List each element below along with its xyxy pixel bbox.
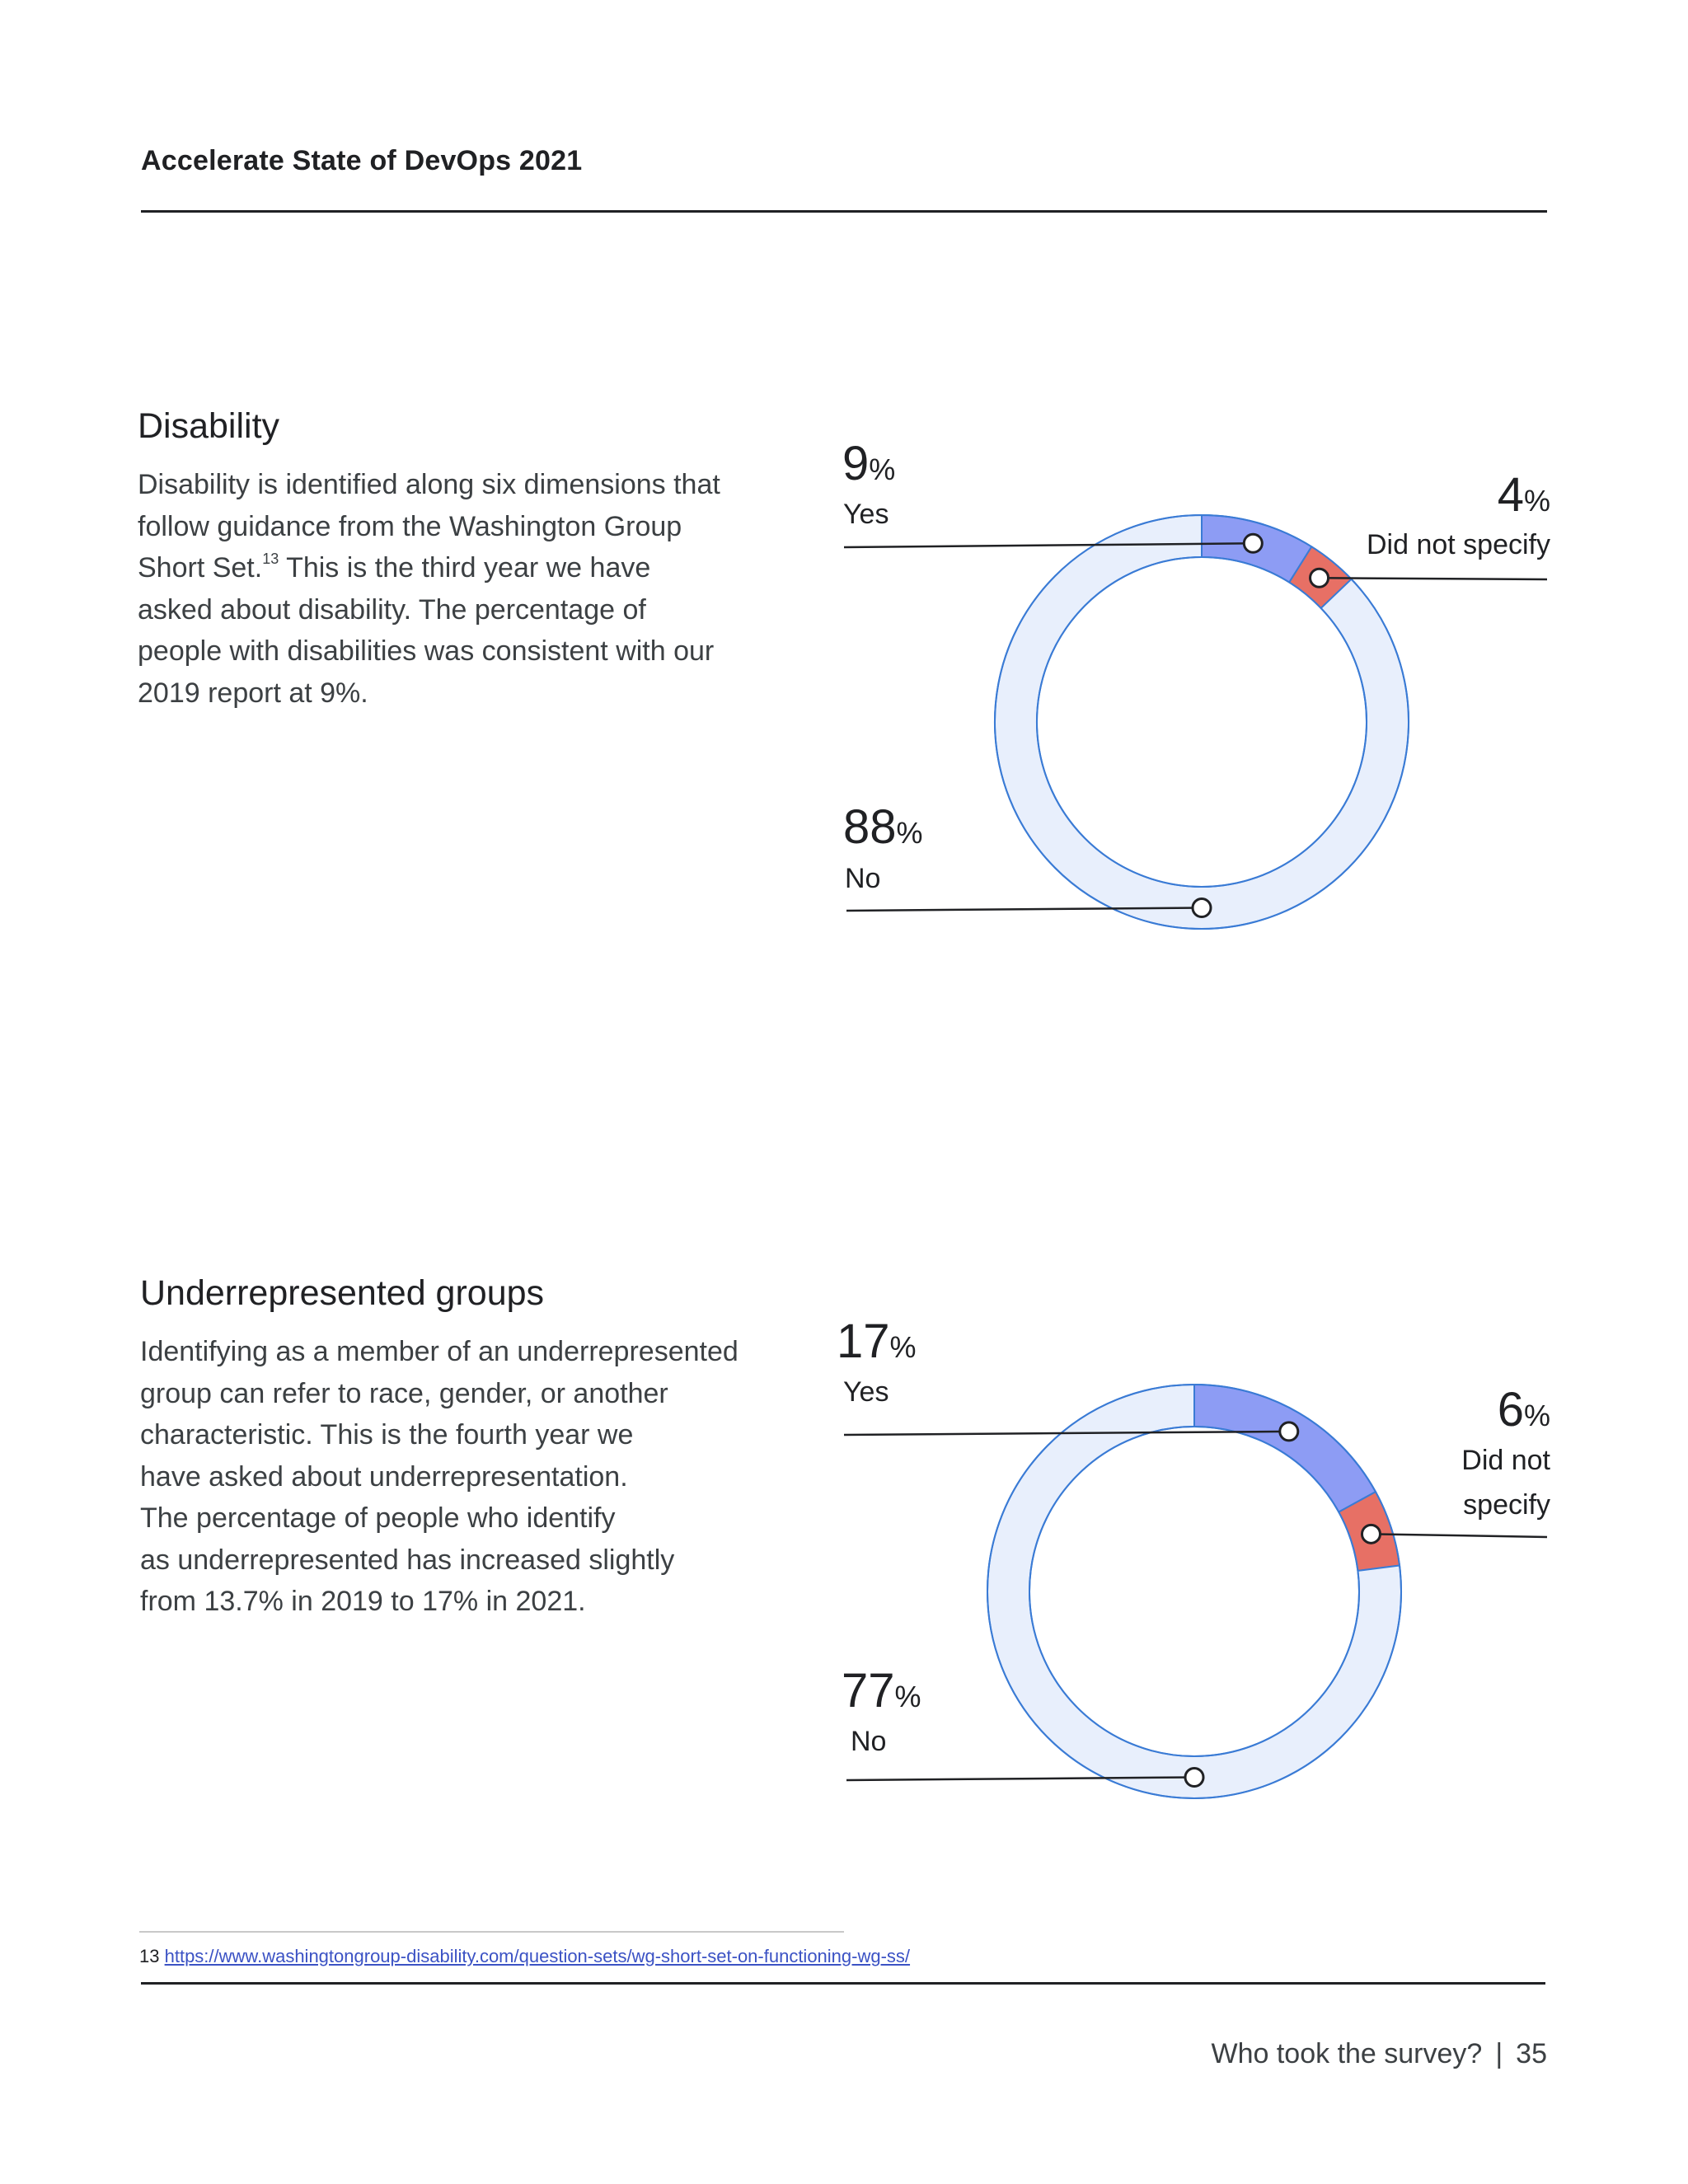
underrep-no-percent: 77% [842, 1667, 921, 1715]
underrep-dns-label-line2: specify [1463, 1489, 1550, 1521]
page-number: 35 [1516, 2038, 1547, 2069]
body-line: Identifying as a member of an underrepre… [140, 1336, 738, 1367]
underrep-dns-label: Did not specify [1461, 1438, 1550, 1527]
footnote: 13 https://www.washingtongroup-disabilit… [139, 1946, 910, 1967]
underrep-marker-0 [1278, 1421, 1300, 1442]
disability-yes-value: 9 [842, 437, 870, 490]
disability-text-1: Disability is identified along six dimen… [138, 469, 720, 583]
underrepresented-description: Identifying as a member of an underrepre… [140, 1331, 767, 1623]
report-title: Accelerate State of DevOps 2021 [141, 145, 583, 176]
percent-sign: % [896, 816, 923, 850]
disability-inner-ring [1036, 556, 1367, 888]
underrep-no-label: No [851, 1726, 887, 1757]
body-line: group can refer to race, gender, or anot… [140, 1377, 668, 1409]
underrep-yes-percent: 17% [837, 1318, 917, 1366]
percent-sign: % [894, 1680, 921, 1713]
underrep-marker-1 [1360, 1523, 1381, 1544]
page-footer: Who took the survey? | 35 [1212, 2038, 1548, 2070]
underrep-inner-ring [1029, 1426, 1360, 1757]
disability-no-value: 88 [843, 800, 897, 854]
body-line: from 13.7% in 2019 to 17% in 2021. [140, 1586, 586, 1617]
footnote-number: 13 [139, 1946, 160, 1966]
underrep-marker-2 [1184, 1767, 1205, 1788]
footer-divider [141, 1982, 1545, 1985]
body-line: as underrepresented has increased slight… [140, 1544, 675, 1576]
body-line: characteristic. This is the fourth year … [140, 1419, 634, 1451]
disability-leader-2 [846, 907, 1203, 912]
percent-sign: % [1523, 1399, 1550, 1432]
disability-dns-value: 4 [1497, 468, 1524, 522]
underrep-yes-label: Yes [843, 1376, 889, 1408]
underrep-no-value: 77 [842, 1664, 895, 1718]
underrepresented-heading: Underrepresented groups [140, 1273, 545, 1313]
underrep-dns-label-line1: Did not [1461, 1445, 1550, 1476]
footer-section: Who took the survey? [1211, 2038, 1483, 2069]
disability-marker-0 [1242, 532, 1264, 554]
disability-marker-1 [1309, 567, 1330, 588]
underrep-yes-value: 17 [837, 1315, 890, 1368]
disability-heading: Disability [138, 406, 280, 446]
disability-yes-label: Yes [843, 499, 889, 530]
disability-no-percent: 88% [843, 804, 923, 851]
percent-sign: % [869, 452, 896, 486]
footnote-link[interactable]: https://www.washingtongroup-disability.c… [164, 1946, 911, 1966]
underrep-leader-2 [846, 1776, 1195, 1782]
disability-description: Disability is identified along six dimen… [138, 464, 723, 714]
underrep-leader-1 [1371, 1533, 1548, 1539]
underrep-outer-ring [987, 1384, 1402, 1799]
disability-leader-0 [843, 542, 1254, 549]
underrep-dns-value: 6 [1497, 1383, 1524, 1436]
disability-leader-1 [1319, 577, 1548, 581]
percent-sign: % [889, 1330, 917, 1364]
disability-yes-percent: 9% [842, 440, 895, 488]
disability-text-2: This is the third year we have asked abo… [138, 552, 715, 709]
disability-outer-ring [994, 514, 1409, 930]
disability-dns-percent: 4% [1498, 471, 1550, 519]
body-line: The percentage of people who identify [140, 1502, 616, 1534]
disability-no-label: No [845, 863, 881, 894]
footer-separator: | [1495, 2038, 1503, 2069]
body-line: have asked about underrepresentation. [140, 1460, 628, 1493]
percent-sign: % [1523, 484, 1550, 518]
header-divider [141, 210, 1547, 213]
footnote-ref: 13 [262, 551, 279, 567]
disability-dns-label: Did not specify [1367, 529, 1550, 560]
underrep-dns-percent: 6% [1498, 1386, 1550, 1434]
disability-marker-2 [1191, 898, 1212, 918]
footnote-divider [139, 1931, 844, 1933]
underrep-slice-yes [1193, 1383, 1377, 1514]
underrep-leader-0 [843, 1430, 1289, 1436]
